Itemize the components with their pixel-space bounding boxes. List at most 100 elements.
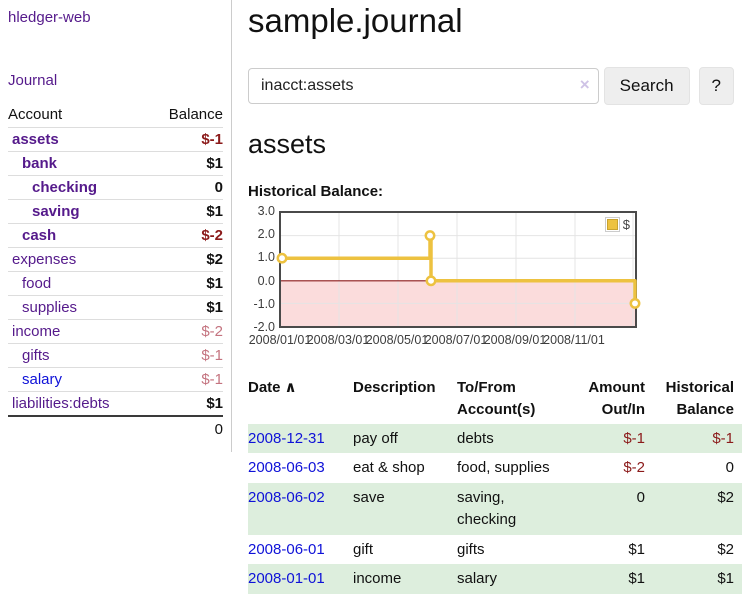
transaction-amount: 0 <box>571 483 653 535</box>
register-row: 2008-06-02 save saving, checking 0 $2 <box>248 483 742 535</box>
y-tick-label: 1.0 <box>248 250 275 264</box>
transaction-accounts: salary <box>449 564 571 594</box>
transaction-date-link[interactable]: 2008-12-31 <box>248 430 325 447</box>
x-tick-label: 2008/03/01 <box>307 333 370 347</box>
register-header-amount: Amount Out/In <box>571 374 653 424</box>
account-row: income $-2 <box>8 320 223 344</box>
account-link-checking[interactable]: checking <box>32 179 97 196</box>
y-tick-label: 2.0 <box>248 227 275 241</box>
account-row: food $1 <box>8 272 223 296</box>
register-header-description: Description <box>345 374 449 424</box>
account-row: bank $1 <box>8 152 223 176</box>
y-tick-label: -1.0 <box>248 297 275 311</box>
register-header-accounts: To/From Account(s) <box>449 374 571 424</box>
account-link-salary[interactable]: salary <box>22 371 62 388</box>
sidebar-item-journal[interactable]: Journal <box>8 72 223 89</box>
account-row: saving $1 <box>8 200 223 224</box>
transaction-date-link[interactable]: 2008-01-01 <box>248 570 325 587</box>
transaction-date-link[interactable]: 2008-06-02 <box>248 489 325 506</box>
account-heading: assets <box>248 129 734 160</box>
register-table: Date∧ Description To/From Account(s) Amo… <box>248 374 742 594</box>
transaction-amount: $-2 <box>571 453 653 483</box>
account-row: expenses $2 <box>8 248 223 272</box>
account-balance: $1 <box>148 272 223 296</box>
account-link-supplies[interactable]: supplies <box>22 299 77 316</box>
x-tick-label: 2008/05/01 <box>366 333 429 347</box>
app-brand-link[interactable]: hledger-web <box>8 9 91 26</box>
account-link-assets[interactable]: assets <box>12 131 59 148</box>
chart-canvas <box>281 213 635 326</box>
transaction-description: gift <box>345 535 449 565</box>
account-balance: 0 <box>148 176 223 200</box>
register-row: 2008-01-01 income salary $1 $1 <box>248 564 742 594</box>
account-balance: $2 <box>148 248 223 272</box>
chart-plot-area[interactable]: $ <box>279 211 637 328</box>
register-row: 2008-06-03 eat & shop food, supplies $-2… <box>248 453 742 483</box>
chart-legend: $ <box>605 217 630 232</box>
legend-swatch-box <box>605 217 620 232</box>
register-row: 2008-12-31 pay off debts $-1 $-1 <box>248 424 742 454</box>
register-header-balance: Historical Balance <box>653 374 742 424</box>
account-link-food[interactable]: food <box>22 275 51 292</box>
historical-balance-chart: 3.0 2.0 1.0 0.0 -1.0 -2.0 <box>248 209 734 352</box>
search-button[interactable]: Search <box>604 67 690 105</box>
accounts-table: Account Balance assets $-1 bank $1 check… <box>8 104 223 442</box>
y-tick-label: -2.0 <box>248 320 275 334</box>
account-balance: $-1 <box>148 368 223 392</box>
transaction-accounts: debts <box>449 424 571 454</box>
account-row: gifts $-1 <box>8 344 223 368</box>
transaction-balance: $-1 <box>653 424 742 454</box>
transaction-accounts: food, supplies <box>449 453 571 483</box>
search-input[interactable] <box>248 68 599 104</box>
account-link-liabilities-debts[interactable]: liabilities:debts <box>12 395 110 412</box>
y-tick-label: 3.0 <box>248 204 275 218</box>
transaction-balance: $2 <box>653 535 742 565</box>
transaction-date-link[interactable]: 2008-06-01 <box>248 541 325 558</box>
account-row: liabilities:debts $1 <box>8 392 223 417</box>
account-balance: $-2 <box>148 320 223 344</box>
account-link-expenses[interactable]: expenses <box>12 251 76 268</box>
account-link-gifts[interactable]: gifts <box>22 347 50 364</box>
account-balance: $1 <box>148 152 223 176</box>
accounts-header-balance: Balance <box>148 104 223 128</box>
search-help-button[interactable]: ? <box>699 67 734 105</box>
chart-title: Historical Balance: <box>248 183 734 200</box>
account-link-cash[interactable]: cash <box>22 227 56 244</box>
transaction-date-link[interactable]: 2008-06-03 <box>248 459 325 476</box>
date-header-label: Date <box>248 379 281 396</box>
transaction-balance: $2 <box>653 483 742 535</box>
account-balance: $1 <box>148 392 223 417</box>
transaction-accounts: saving, checking <box>449 483 571 535</box>
search-form: × Search ? <box>248 67 734 105</box>
account-balance: $-1 <box>148 344 223 368</box>
transaction-description: income <box>345 564 449 594</box>
account-row: supplies $1 <box>8 296 223 320</box>
account-row: checking 0 <box>8 176 223 200</box>
register-header-date[interactable]: Date∧ <box>248 374 345 424</box>
transaction-balance: 0 <box>653 453 742 483</box>
accounts-header-account: Account <box>8 104 148 128</box>
transaction-accounts: gifts <box>449 535 571 565</box>
account-row: salary $-1 <box>8 368 223 392</box>
x-axis-labels: 2008/01/01 2008/03/01 2008/05/01 2008/07… <box>279 333 637 349</box>
account-balance: $1 <box>148 296 223 320</box>
transaction-balance: $1 <box>653 564 742 594</box>
legend-label: $ <box>623 217 630 232</box>
account-link-income[interactable]: income <box>12 323 60 340</box>
account-link-saving[interactable]: saving <box>32 203 80 220</box>
sidebar: hledger-web Journal Account Balance asse… <box>0 0 232 452</box>
account-link-bank[interactable]: bank <box>22 155 57 172</box>
account-balance: $-2 <box>148 224 223 248</box>
x-tick-label: 2008/07/01 <box>425 333 488 347</box>
main-content: sample.journal × Search ? assets Histori… <box>233 0 742 594</box>
sort-ascending-icon: ∧ <box>285 379 297 396</box>
register-row: 2008-06-01 gift gifts $1 $2 <box>248 535 742 565</box>
account-balance: $1 <box>148 200 223 224</box>
transaction-description: eat & shop <box>345 453 449 483</box>
transaction-description: pay off <box>345 424 449 454</box>
transaction-amount: $1 <box>571 535 653 565</box>
accounts-total-value: 0 <box>148 416 223 442</box>
account-row: assets $-1 <box>8 128 223 152</box>
clear-search-icon[interactable]: × <box>580 76 590 93</box>
x-tick-label: 2008/11/01 <box>543 333 605 347</box>
